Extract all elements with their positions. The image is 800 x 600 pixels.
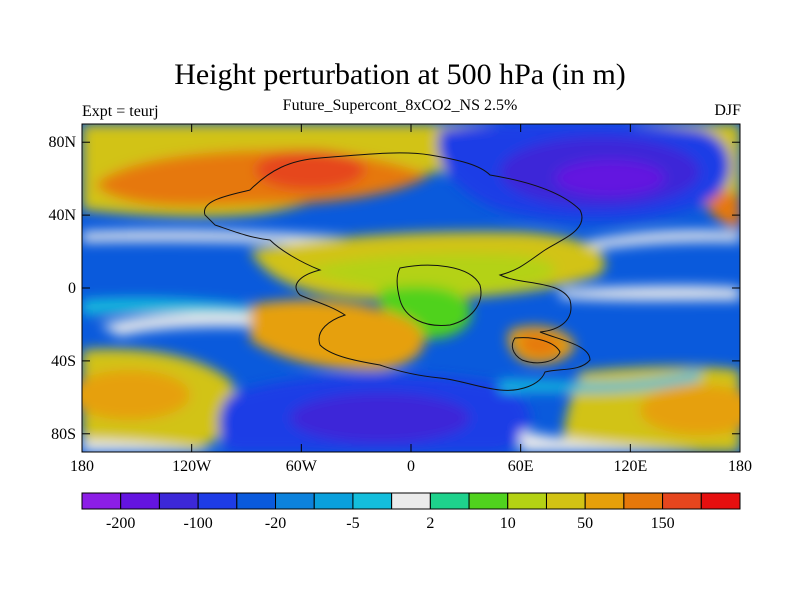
north-east-neutral-line <box>560 230 740 255</box>
colorbar: -200 -100 -20 -5 2 10 50 150 <box>81 492 741 532</box>
colorbar-label: -20 <box>265 515 286 532</box>
colorbar-label: -5 <box>346 515 359 532</box>
colorbar-box <box>120 492 160 510</box>
colorbar-box <box>623 492 664 510</box>
north-eastern-low-core <box>555 160 665 196</box>
colorbar-box <box>507 492 547 510</box>
colorbar-label: 150 <box>651 515 675 532</box>
x-tick-label: 120W <box>172 458 212 475</box>
y-tick-label: 0 <box>68 280 76 297</box>
y-tick-label: 40N <box>48 207 76 224</box>
y-tick-label: 80N <box>48 134 76 151</box>
colorbar-box <box>236 492 277 510</box>
subtropical-core <box>300 253 556 294</box>
south-western-high <box>82 370 190 420</box>
field-bands <box>82 124 740 452</box>
indian-ocean-high-core <box>520 333 561 356</box>
colorbar-label: -200 <box>106 515 135 532</box>
colorbar-box <box>158 492 199 510</box>
south-east-neutral <box>520 430 700 452</box>
colorbar-box <box>662 492 702 510</box>
colorbar-box <box>700 492 741 510</box>
south-cyan-band <box>500 370 700 393</box>
x-tick-label: 60E <box>508 458 534 475</box>
supercontinent-outline <box>204 152 591 391</box>
north-central-high <box>255 150 365 190</box>
colorbar-box <box>429 492 470 510</box>
tropical-east-neutral <box>560 285 740 301</box>
colorbar-box <box>81 492 122 510</box>
southern-low-core <box>290 393 470 443</box>
x-tick-label: 180 <box>70 458 94 475</box>
colorbar-box <box>352 492 393 510</box>
south-west-neutral <box>82 440 220 452</box>
y-tick-label: 40S <box>51 353 76 370</box>
colorbar-box <box>275 492 315 510</box>
colorbar-box <box>197 492 238 510</box>
colorbar-box <box>545 492 586 510</box>
colorbar-box <box>391 492 431 510</box>
island-outline <box>511 337 561 364</box>
x-tick-label: 180 <box>728 458 752 475</box>
north-neutral-line <box>82 230 360 246</box>
inland-outline <box>396 264 482 327</box>
colorbar-box <box>313 492 354 510</box>
x-tick-label: 120E <box>613 458 647 475</box>
y-tick-label: 80S <box>51 426 76 443</box>
map-field <box>82 124 740 452</box>
colorbar-label: 2 <box>426 515 434 532</box>
experiment-label: Expt = teurj <box>82 103 159 120</box>
season-label: DJF <box>714 102 741 119</box>
x-tick-label: 60W <box>286 458 318 475</box>
north-east-edge-high <box>700 191 740 230</box>
colorbar-box <box>584 492 625 510</box>
map-axes: 180 120W 60W 0 60E 120E 180 80N 40N 0 40S 80S <box>48 124 752 475</box>
colorbar-label: 10 <box>500 515 516 532</box>
south-eastern-high <box>640 385 740 435</box>
x-tick-label: 0 <box>407 458 415 475</box>
south-subtropical-high <box>250 300 425 371</box>
colorbar-label: -100 <box>183 515 212 532</box>
colorbar-label: 50 <box>577 515 593 532</box>
chart-subtitle: Future_Supercont_8xCO2_NS 2.5% <box>282 97 518 114</box>
colorbar-box <box>468 492 509 510</box>
chart-title: Height perturbation at 500 hPa (in m) <box>174 58 626 91</box>
